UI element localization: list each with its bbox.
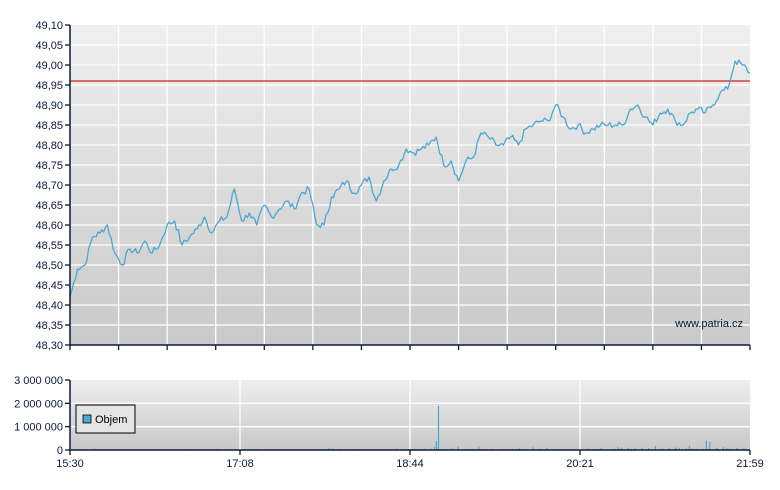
- y-tick-label: 48,40: [35, 300, 63, 312]
- volume-bar: [641, 447, 643, 450]
- watermark: www.patria.cz: [674, 318, 743, 330]
- y-tick-label: 48,55: [35, 240, 63, 252]
- price-y-ticks: 49,10 49,05 49,00 48,95 48,90 48,85 48,80 48,75…: [35, 20, 70, 352]
- price-line: [69, 59, 751, 298]
- price-vertical-grid: [117, 25, 703, 345]
- x-tick-label: 20:21: [566, 458, 594, 470]
- y-tick-label: 48,65: [35, 200, 63, 212]
- volume-bar: [478, 446, 480, 450]
- volume-bar: [726, 448, 728, 450]
- y-tick-label: 0: [57, 445, 63, 457]
- volume-bar: [648, 448, 650, 450]
- volume-bar: [328, 447, 330, 450]
- volume-y-ticks: 3 000 000 2 000 000 1 000 000 0: [14, 375, 70, 457]
- x-tick-label: 15:30: [56, 458, 84, 470]
- volume-bar: [620, 447, 622, 450]
- y-tick-label: 48,95: [35, 80, 63, 92]
- volume-bar: [678, 447, 680, 450]
- x-tick-label: 21:59: [736, 458, 764, 470]
- y-tick-label: 49,05: [35, 40, 63, 52]
- y-tick-label: 3 000 000: [14, 375, 63, 387]
- y-tick-label: 48,30: [35, 340, 63, 352]
- volume-bar: [435, 441, 437, 450]
- volume-bar: [705, 440, 707, 450]
- volume-bar: [716, 448, 718, 450]
- y-tick-label: 48,70: [35, 180, 63, 192]
- volume-vertical-grid: [239, 380, 581, 450]
- x-tick-label: 18:44: [396, 458, 424, 470]
- y-tick-label: 48,90: [35, 100, 63, 112]
- volume-bar: [457, 446, 459, 450]
- volume-bar: [675, 447, 677, 450]
- price-x-ticks: [69, 345, 751, 350]
- volume-bar: [685, 448, 687, 450]
- volume-bar: [688, 445, 690, 450]
- y-tick-label: 2 000 000: [14, 398, 63, 410]
- volume-bar: [736, 447, 738, 450]
- y-tick-label: 1 000 000: [14, 422, 63, 434]
- y-tick-label: 48,60: [35, 220, 63, 232]
- y-tick-label: 48,85: [35, 120, 63, 132]
- price-panel: www.patria.cz 49,1049,0549,0048,9548,904…: [35, 20, 751, 352]
- volume-bar: [627, 448, 629, 450]
- volume-bar: [634, 448, 636, 450]
- y-tick-label: 48,50: [35, 260, 63, 272]
- volume-bar: [518, 448, 520, 450]
- volume-bar: [532, 447, 534, 450]
- y-tick-label: 49,00: [35, 60, 63, 72]
- volume-bar: [654, 445, 656, 450]
- volume-bar: [433, 447, 435, 450]
- x-tick-label: 17:08: [226, 458, 254, 470]
- y-tick-label: 49,10: [35, 20, 63, 32]
- volume-x-ticks: 15:30 17:08 18:44 20:21 21:59: [56, 450, 764, 470]
- volume-bar: [709, 441, 711, 450]
- y-tick-label: 48,80: [35, 140, 63, 152]
- volume-bar: [437, 405, 440, 450]
- volume-bar: [600, 448, 602, 450]
- y-tick-label: 48,75: [35, 160, 63, 172]
- volume-bar: [743, 448, 745, 450]
- legend-swatch-icon: [82, 414, 92, 424]
- volume-legend: Objem: [75, 404, 136, 434]
- y-tick-label: 48,45: [35, 280, 63, 292]
- volume-bar: [617, 447, 619, 450]
- legend-label: Objem: [95, 414, 127, 426]
- y-tick-label: 48,35: [35, 320, 63, 332]
